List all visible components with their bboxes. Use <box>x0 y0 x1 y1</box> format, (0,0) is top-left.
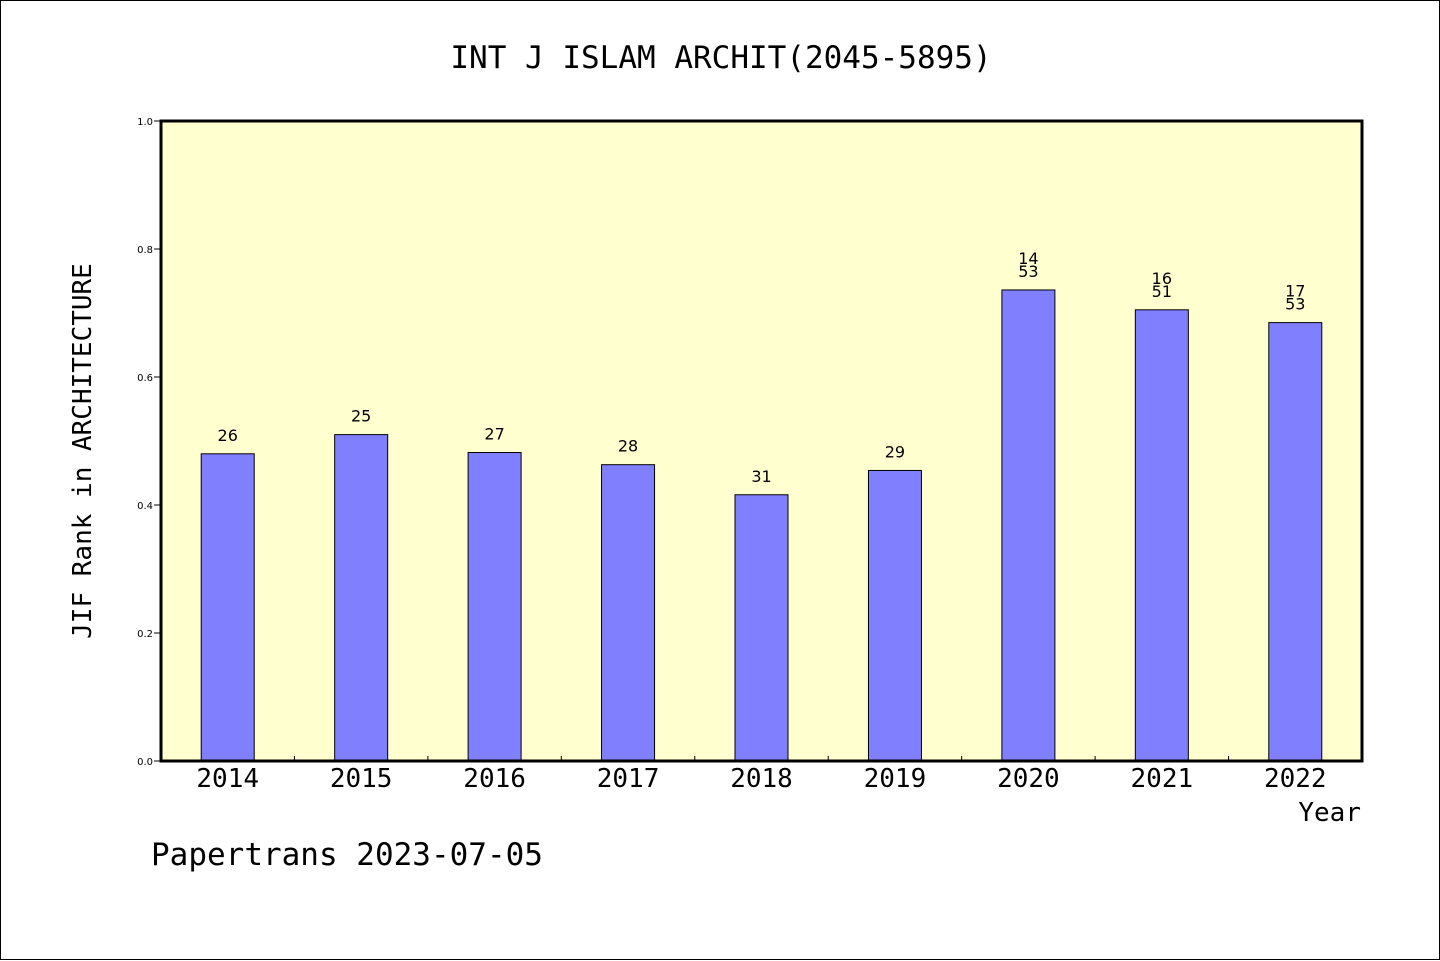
bar <box>467 452 522 762</box>
y-tick-label: 0.6 <box>137 373 153 384</box>
bar <box>601 464 656 762</box>
x-tick-label: 2015 <box>330 764 393 794</box>
x-axis-label: Year <box>1298 798 1361 828</box>
x-tick-label: 2018 <box>730 764 793 794</box>
bar-data-label: 51 <box>1152 282 1172 301</box>
bar-data-label: 25 <box>351 407 371 426</box>
bar <box>1268 322 1323 762</box>
footer-credit: Papertrans 2023-07-05 <box>151 837 543 873</box>
bar-data-label: 16 <box>1152 269 1172 288</box>
bar <box>334 434 389 762</box>
bar <box>1001 289 1056 762</box>
y-tick-label: 1.0 <box>137 117 153 128</box>
x-tick-label: 2017 <box>597 764 660 794</box>
y-tick-label: 0.4 <box>137 501 153 512</box>
chart-title: INT J ISLAM ARCHIT(2045-5895) <box>450 40 991 76</box>
bar-data-label: 29 <box>885 442 905 461</box>
plot-border <box>159 119 1364 763</box>
bar-data-label: 26 <box>218 426 238 445</box>
y-axis-label: JIF Rank in ARCHITECTURE <box>68 263 98 639</box>
bar-data-label: 28 <box>618 437 638 456</box>
bar <box>1134 309 1189 762</box>
x-tick-label: 2014 <box>196 764 259 794</box>
bar-series <box>200 289 1323 762</box>
y-tick-label: 0.8 <box>137 245 153 256</box>
bar <box>867 469 922 762</box>
bar-data-label: 53 <box>1285 295 1305 314</box>
y-axis: 0.0 0.2 0.4 0.6 0.8 1.0 <box>137 117 161 768</box>
x-tick-label: 2021 <box>1131 764 1194 794</box>
y-tick-label: 0.2 <box>137 629 153 640</box>
bar-data-label: 31 <box>751 467 771 486</box>
x-tick-label: 2016 <box>463 764 526 794</box>
bar <box>200 453 255 762</box>
bar-data-label: 14 <box>1018 249 1038 268</box>
bar-data-label: 53 <box>1018 262 1038 281</box>
x-tick-label: 2022 <box>1264 764 1327 794</box>
x-tick-label: 2020 <box>997 764 1060 794</box>
bar-data-label: 27 <box>484 425 504 444</box>
bar <box>734 494 789 762</box>
x-tick-label: 2019 <box>864 764 927 794</box>
y-tick-label: 0.0 <box>137 757 153 768</box>
bar-data-label: 17 <box>1285 282 1305 301</box>
x-axis: 2014 2015 2016 2017 2018 2019 2020 2021 2022 <box>196 756 1327 794</box>
